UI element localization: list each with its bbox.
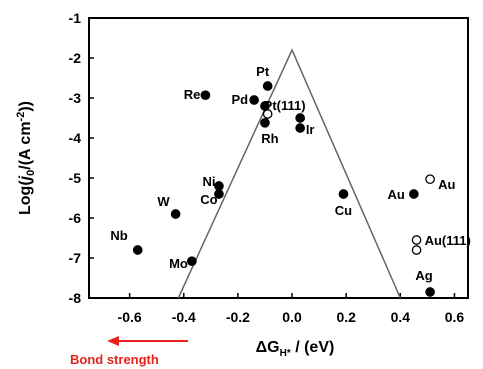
data-points: Pt Re Pd Pt(111) Rh Ir Ni Co W Nb Mo Cu Au Au Au(111) A… — [110, 64, 471, 297]
y-tick-label: -3 — [69, 90, 82, 106]
y-tick-label: -5 — [69, 170, 82, 186]
y-tick-label: -4 — [69, 130, 82, 146]
ylabel-sub0: 0 — [25, 170, 37, 176]
ylabel-j: j — [17, 175, 34, 182]
data-point — [249, 95, 259, 105]
data-point — [411, 245, 422, 255]
point-label: Mo — [169, 256, 188, 271]
point-label: Ag — [415, 268, 432, 283]
x-tick-label: -0.2 — [226, 309, 250, 325]
arrow-head — [107, 336, 119, 346]
y-tick-label: -7 — [69, 250, 82, 266]
data-point — [295, 123, 306, 133]
x-tick-label: 0.0 — [282, 309, 302, 325]
data-point — [295, 113, 306, 123]
data-point — [187, 256, 197, 267]
point-label: Pt(111) — [264, 98, 306, 113]
y-ticks: -8 -7 -6 -5 -4 -3 -2 -1 — [69, 10, 94, 306]
point-label: Rh — [261, 131, 278, 146]
x-tick-label: 0.6 — [445, 309, 465, 325]
data-point — [425, 174, 435, 185]
y-tick-label: -2 — [69, 50, 82, 66]
point-label: Au — [438, 177, 455, 192]
data-point — [338, 189, 349, 199]
x-tick-label: -0.4 — [172, 309, 196, 325]
xlabel-unit: / (eV) — [291, 339, 335, 356]
point-label: Au — [388, 187, 405, 202]
data-point — [214, 181, 224, 191]
data-point — [200, 90, 211, 101]
ylabel-sup: -2 — [15, 112, 27, 122]
xlabel-sub: H* — [280, 348, 291, 359]
ylabel-unit: /(A cm — [17, 121, 34, 169]
x-tick-label: 0.4 — [391, 309, 411, 325]
data-point — [214, 189, 224, 199]
data-point — [425, 287, 435, 297]
x-ticks: -0.6 -0.4 -0.2 0.0 0.2 0.4 0.6 — [118, 293, 465, 325]
y-tick-label: -8 — [69, 290, 82, 306]
point-label: Ni — [202, 174, 215, 189]
volcano-line — [177, 48, 402, 299]
x-axis-label: ΔGH* / (eV) — [256, 339, 335, 359]
x-tick-label: 0.2 — [336, 309, 356, 325]
point-label: Cu — [335, 203, 352, 218]
point-label: W — [157, 194, 170, 209]
ylabel-main: Log( — [17, 180, 34, 215]
point-label: Ir — [306, 122, 315, 137]
data-point — [132, 245, 143, 255]
data-point — [170, 209, 181, 219]
data-point — [262, 109, 273, 119]
point-label: Au(111) — [425, 233, 471, 248]
data-point — [409, 189, 419, 199]
y-axis-label: Log(j0/(A cm-2)) — [15, 101, 37, 215]
point-label: Nb — [110, 228, 127, 243]
point-label: Co — [200, 192, 217, 207]
y-tick-label: -1 — [69, 10, 82, 26]
y-tick-label: -6 — [69, 210, 82, 226]
point-label: Pd — [232, 92, 249, 107]
point-label: Re — [184, 87, 201, 102]
plot-area-frame — [88, 17, 469, 299]
x-tick-label: -0.6 — [118, 309, 142, 325]
data-point — [262, 81, 273, 91]
bond-strength-label: Bond strength — [70, 352, 159, 367]
data-point — [411, 235, 422, 245]
bond-strength-arrow — [107, 336, 188, 346]
xlabel-main: ΔG — [256, 339, 280, 356]
data-point — [260, 117, 270, 128]
point-label: Pt — [256, 64, 270, 79]
ylabel-end: )) — [17, 101, 34, 112]
